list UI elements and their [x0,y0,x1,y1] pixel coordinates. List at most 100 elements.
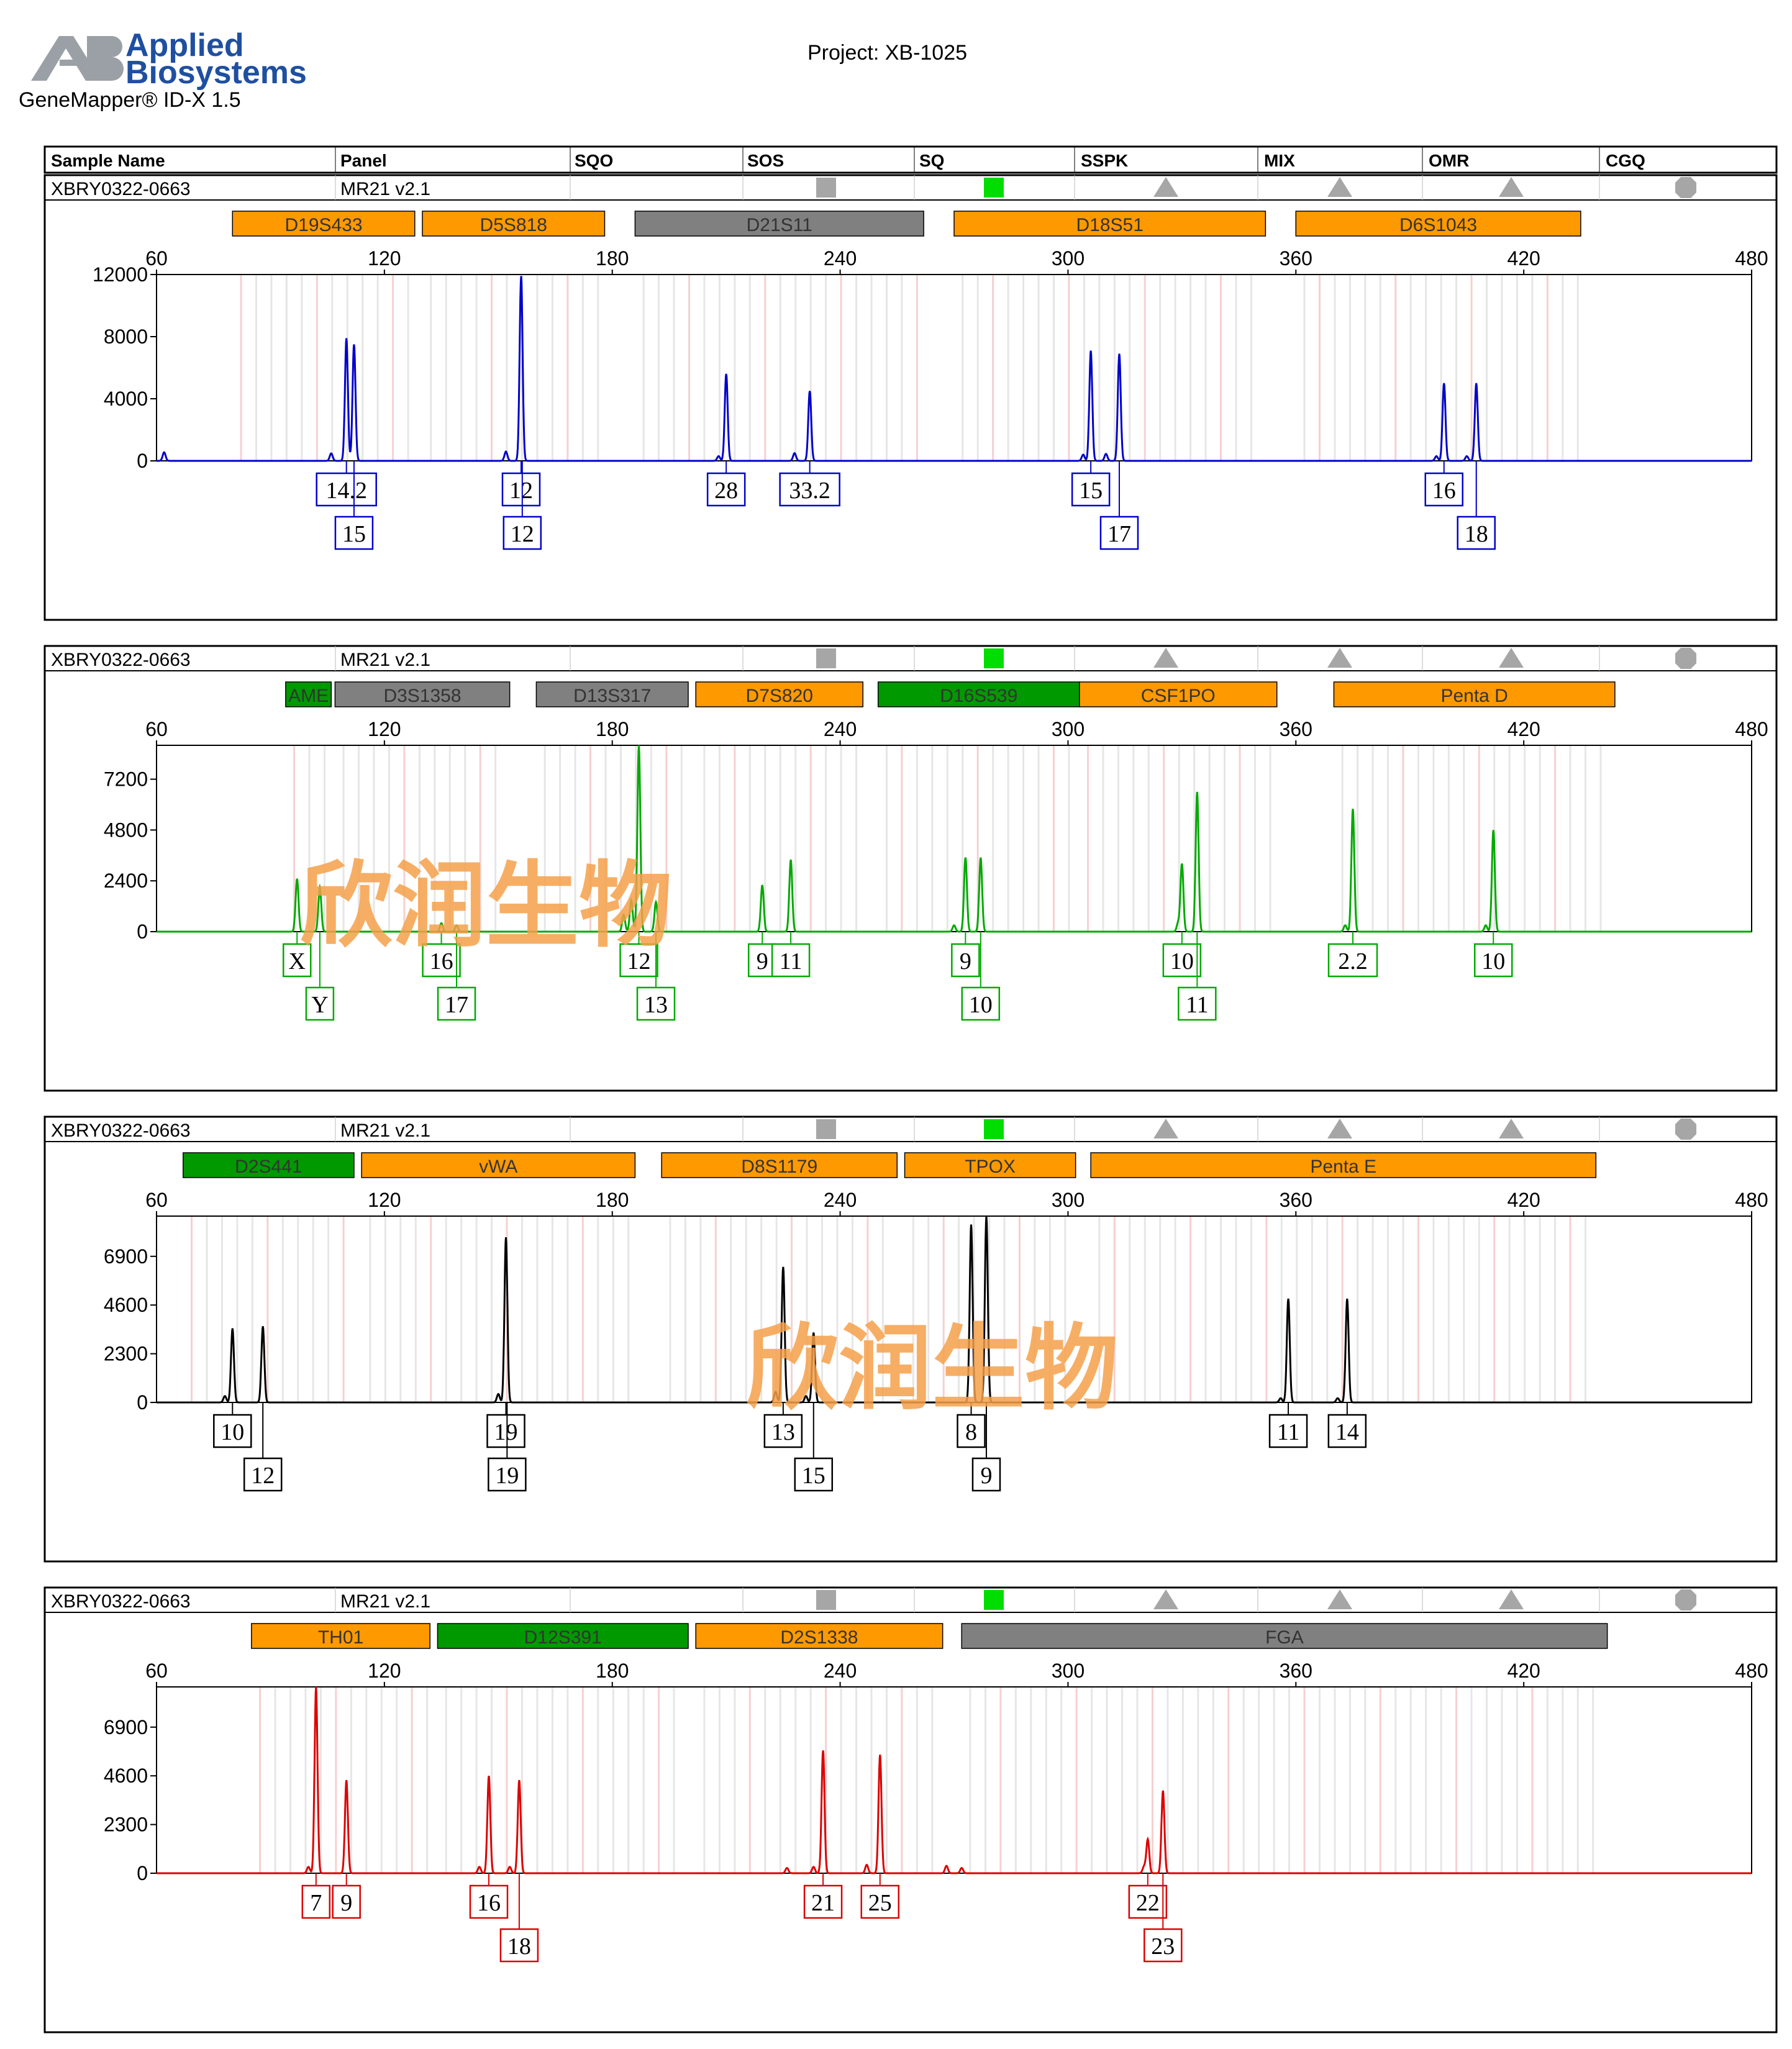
y-tick-label: 6900 [104,1716,148,1738]
allele-bin [718,275,721,461]
allele-bin [236,1216,239,1402]
y-tick-label: 0 [137,1391,148,1414]
allele-bin [1584,745,1586,932]
allele-call: 33.2 [779,461,840,507]
allele-label: 33.2 [789,478,830,504]
grey-triangle-icon [1153,177,1178,197]
x-tick-label: 480 [1735,718,1768,740]
allele-bin [460,1687,463,1873]
allele-bin [1144,1216,1146,1402]
locus-marker-tpox: TPOX [904,1152,1076,1178]
allele-call: 14 [1327,1402,1367,1448]
allele-label-box [1162,943,1202,978]
allele-bin [1303,275,1306,461]
locus-marker-d13s317: D13S317 [535,681,689,707]
allele-bin [1087,745,1089,932]
allele-label-box [1424,472,1463,507]
allele-bin [642,1687,645,1873]
allele-bin [1417,745,1419,932]
allele-bin [1409,275,1412,461]
allele-bin [916,275,918,461]
x-tick-label: 120 [368,247,401,270]
allele-label-box [282,943,312,978]
allele-label: 12 [511,521,534,547]
allele-bin [1136,1687,1139,1873]
allele-label: 22 [1136,1890,1160,1916]
allele-bin [1334,1687,1336,1873]
allele-bin [748,745,751,932]
x-tick-label: 480 [1735,1660,1768,1682]
allele-bin [612,1216,614,1402]
allele-bin [304,1687,307,1873]
allele-label-box [794,1457,834,1492]
allele-bin [445,1216,447,1402]
allele-bin [362,275,364,461]
allele-label: 28 [714,478,738,504]
allele-label: 15 [802,1463,826,1489]
allele-label: 12 [509,478,533,504]
y-tick-label: 7200 [104,768,148,791]
allele-call: 8 [957,1402,986,1448]
allele-bin [794,745,797,932]
allele-bin [912,1216,914,1402]
locus-marker-csf1po: CSF1PO [1079,681,1278,707]
watermark: 欣润生物 [745,1314,1118,1423]
locus-marker-label: D13S317 [573,686,651,706]
allele-bin [992,275,994,461]
allele-label: 13 [771,1419,795,1445]
allele-label-box [803,1884,843,1919]
green-square-icon [984,178,1004,198]
ab-logo-icon [31,36,124,81]
allele-bin [973,1216,975,1402]
allele-bin [855,275,858,461]
x-tick-label: 180 [596,1189,629,1211]
allele-label: Y [311,992,328,1018]
allele-call: 9 [332,1873,361,1919]
locus-marker-label: D21S11 [747,215,812,235]
locus-marker-bar [695,681,864,707]
allele-label-box [305,986,335,1021]
locus-marker-label: Penta D [1440,686,1508,706]
dye-panel-2: XBRY0322-0663 MR21 v2.1 AME D3S1358 D13S317 D… [43,645,1778,1092]
allele-bin [734,745,736,932]
allele-bin [1531,275,1534,461]
green-square-icon [984,1590,1004,1610]
allele-bin [460,275,463,461]
locus-marker-bar [953,211,1267,237]
plot-area [156,274,1752,461]
allele-bin [684,1216,686,1402]
allele-bin [870,1687,873,1873]
allele-bin [384,1216,386,1402]
allele-bin [809,1687,812,1873]
allele-bin [430,1216,432,1402]
grey-triangle-icon [1327,177,1352,197]
allele-label: 12 [627,948,651,975]
allele-bin [597,1687,599,1873]
allele-bin [1003,1216,1006,1402]
allele-label: 19 [494,1419,518,1445]
allele-bin [475,275,478,461]
grey-triangle-icon [1153,1589,1178,1609]
allele-call: 7 [301,1873,331,1919]
allele-bin [825,275,827,461]
x-tick-label: 300 [1052,718,1085,740]
panel-frame [43,1586,1778,2033]
locus-marker-bar [437,1623,689,1649]
allele-bin [1189,275,1192,461]
allele-bin [475,1216,478,1402]
allele-call: Y [305,932,335,1021]
allele-bin [255,275,257,461]
allele-call: 11 [771,932,811,978]
allele-bin [1432,745,1435,932]
allele-bin [1098,275,1101,461]
x-tick-label: 480 [1735,1189,1768,1211]
x-tick-label: 60 [145,247,168,270]
allele-bin [1447,745,1450,932]
allele-label-box [437,986,476,1021]
allele-bin [730,1216,732,1402]
allele-label-box [501,472,541,507]
allele-bin [1239,745,1241,932]
allele-bin [1060,1687,1063,1873]
locus-marker-label: TPOX [965,1156,1016,1177]
allele-bin [327,1216,330,1402]
